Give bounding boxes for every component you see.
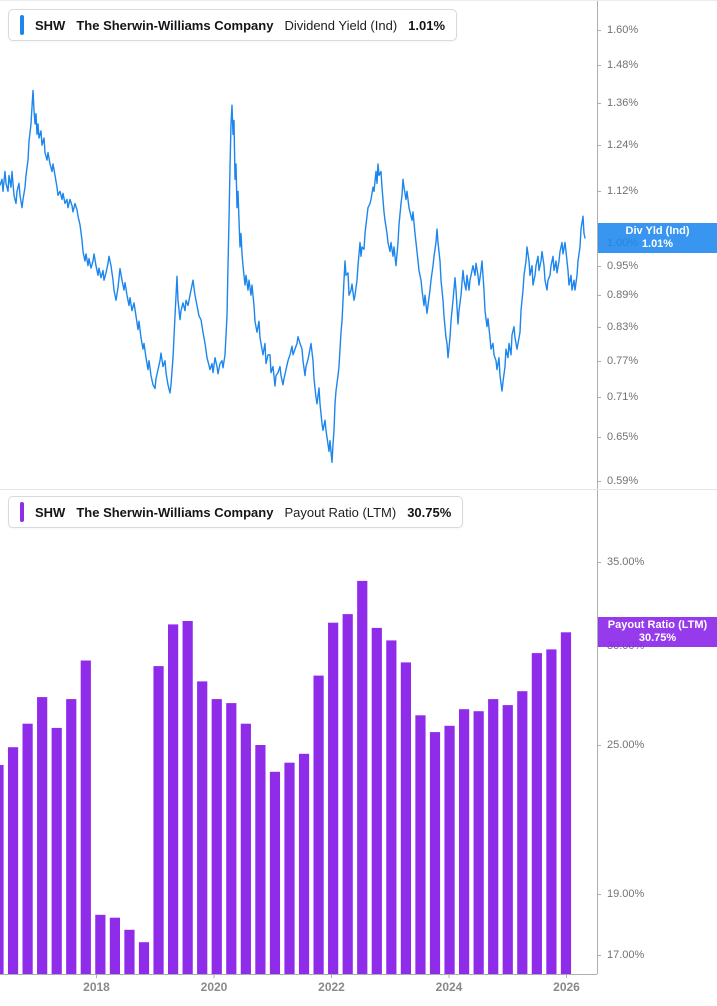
payout-ratio-bar <box>197 681 208 974</box>
payout-ratio-bar <box>7 747 19 974</box>
y-axis-tick-label: 19.00% <box>607 888 645 900</box>
metric-value: 1.01% <box>408 17 446 33</box>
payout-ratio-bar <box>298 753 310 974</box>
payout-ratio-bar <box>95 914 106 974</box>
payout-ratio-bar <box>560 632 572 974</box>
payout-ratio-bar <box>488 699 499 974</box>
y-axis-tick-label: 0.89% <box>607 289 639 301</box>
y-axis-tick-label: 0.71% <box>607 391 639 403</box>
payout-ratio-bar <box>400 662 411 974</box>
payout-ratio-bar <box>182 621 193 974</box>
payout-ratio-bar <box>517 691 528 974</box>
x-axis-year-label: 2024 <box>435 980 463 994</box>
payout-ratio-bar <box>357 580 368 974</box>
payout-ratio-bar <box>342 614 353 974</box>
y-axis-tick-label: 1.36% <box>607 97 639 109</box>
ticker-label: SHW <box>35 504 66 520</box>
payout-ratio-bar <box>168 624 179 974</box>
company-name: The Sherwin-Williams Company <box>76 17 274 33</box>
payout-ratio-bar <box>284 762 295 974</box>
payout-ratio-bar <box>66 699 77 974</box>
y-axis-tick-label: 1.48% <box>607 59 639 71</box>
badge-metric-value: 1.01% <box>641 238 674 250</box>
x-axis-year-label: 2018 <box>83 980 110 994</box>
payout-ratio-bar <box>138 942 150 974</box>
payout-ratio-bar <box>371 627 382 974</box>
y-axis-tick-label: 0.65% <box>607 431 639 443</box>
y-axis-tick-label: 0.83% <box>607 321 639 333</box>
payout-ratio-bar <box>313 675 324 974</box>
dividend-yield-value-badge: Div Yld (Ind) 1.01% <box>598 223 717 253</box>
payout-ratio-bar <box>386 640 397 974</box>
y-axis-tick-label: 17.00% <box>607 949 645 961</box>
y-axis-tick-label: 1.12% <box>607 185 639 197</box>
payout-ratio-bar <box>415 715 426 974</box>
payout-ratio-bar <box>37 697 48 974</box>
payout-ratio-bar <box>211 699 222 974</box>
metric-name: Payout Ratio (LTM) <box>284 504 397 520</box>
payout-ratio-bars <box>0 580 572 974</box>
x-axis-year-label: 2020 <box>200 980 228 994</box>
payout-ratio-bar <box>459 709 470 974</box>
y-axis-tick-label: 0.77% <box>607 355 639 367</box>
y-axis-tick-label: 1.24% <box>607 139 639 151</box>
payout-ratio-bar <box>109 917 120 974</box>
series-accent-bar <box>20 15 24 35</box>
payout-ratio-bar <box>546 649 557 974</box>
payout-ratio-bar <box>473 711 484 974</box>
dividend-yield-line <box>0 89 586 463</box>
badge-metric-value: 30.75% <box>638 632 677 645</box>
y-axis-tick-label: 0.59% <box>607 475 639 487</box>
payout-ratio-bar <box>240 723 251 974</box>
x-axis-year-label: 2022 <box>318 980 345 994</box>
metric-name: Dividend Yield (Ind) <box>284 17 398 33</box>
metric-value: 30.75% <box>407 504 452 520</box>
y-axis-tick-label: 35.00% <box>607 556 645 568</box>
payout-ratio-bar <box>80 660 91 974</box>
payout-ratio-bar <box>153 666 164 974</box>
x-axis-year-label: 2026 <box>553 980 580 994</box>
badge-metric-label: Payout Ratio (LTM) <box>607 619 708 632</box>
payout-ratio-bar <box>531 653 542 974</box>
series-accent-bar <box>20 502 24 522</box>
y-axis-tick-label: 1.60% <box>607 24 639 36</box>
payout-ratio-bar <box>429 732 441 974</box>
payout-ratio-value-badge: Payout Ratio (LTM) 30.75% <box>598 617 717 648</box>
ticker-label: SHW <box>35 17 66 33</box>
payout-ratio-bar <box>502 705 513 974</box>
payout-ratio-bar <box>226 703 237 974</box>
payout-ratio-bar <box>255 745 266 974</box>
badge-metric-label: Div Yld (Ind) <box>625 225 690 237</box>
payout-ratio-bar <box>269 771 281 974</box>
payout-ratio-bar <box>444 725 455 974</box>
y-axis-tick-label: 0.95% <box>607 260 639 272</box>
payout-ratio-bar <box>124 929 135 974</box>
y-axis-tick-label: 25.00% <box>607 739 645 751</box>
company-name: The Sherwin-Williams Company <box>76 504 274 520</box>
payout-ratio-bar <box>328 622 339 974</box>
payout-ratio-bar <box>22 723 33 974</box>
payout-ratio-bar <box>0 765 4 974</box>
dividend-yield-series-header[interactable]: SHW The Sherwin-Williams Company Dividen… <box>8 9 458 41</box>
payout-ratio-series-header[interactable]: SHW The Sherwin-Williams Company Payout … <box>8 496 464 528</box>
payout-ratio-bar <box>51 727 62 974</box>
